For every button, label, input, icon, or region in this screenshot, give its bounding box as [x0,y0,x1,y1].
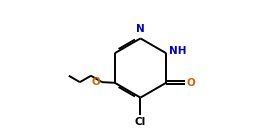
Text: O: O [92,77,101,87]
Text: Cl: Cl [135,117,146,127]
Text: O: O [186,78,195,88]
Text: NH: NH [169,46,186,56]
Text: N: N [136,24,145,34]
